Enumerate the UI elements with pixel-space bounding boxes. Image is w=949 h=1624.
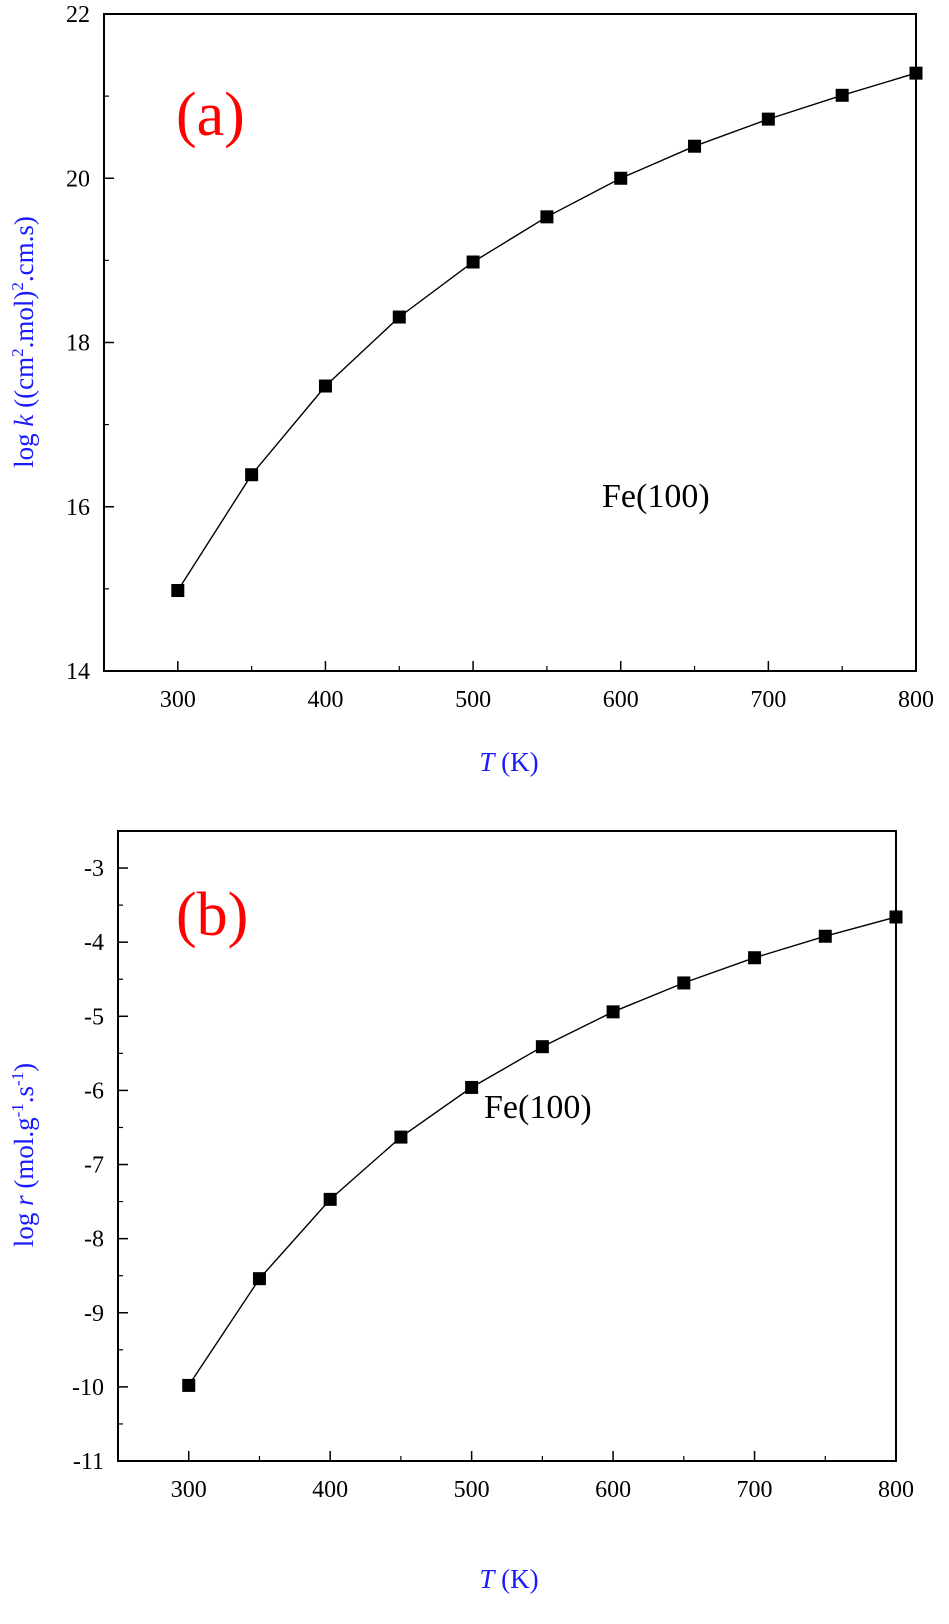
panel-b-y-tick-label: -9 <box>84 1301 104 1327</box>
panel-a-x-unit: (K) <box>494 747 538 777</box>
panel-a-data-point <box>392 310 406 324</box>
panel-a-markers <box>171 66 923 598</box>
panel-b-annotation: Fe(100) <box>484 1089 592 1126</box>
panel-b-tag: (b) <box>176 881 248 949</box>
panel-b-x-tick-label: 700 <box>737 1477 773 1503</box>
panel-a-annotation: Fe(100) <box>602 478 710 515</box>
panel-a-y-tick-label: 22 <box>66 2 90 28</box>
panel-a-x-symbol: T <box>479 747 496 777</box>
panel-b-y-mid: .s <box>9 1086 39 1103</box>
panel-b-x-unit: (K) <box>494 1564 538 1594</box>
panel-b-chart: 300 400 500 600 700 800 -11 -10 -9 -8 -7 -6 -5 -4 -3 (… <box>8 830 914 1594</box>
panel-b-y-symbol: r <box>9 1195 39 1206</box>
panel-b-y-tick-label: -5 <box>84 1004 104 1030</box>
panel-b-x-tick-label: 300 <box>171 1477 207 1503</box>
panel-b-y-unit: (mol.g <box>9 1117 39 1195</box>
panel-a-data-point <box>761 112 775 126</box>
panel-b-data-point <box>394 1130 408 1144</box>
panel-b-y-tick-label: -6 <box>84 1078 104 1104</box>
panel-a-data-point <box>835 88 849 102</box>
panel-a-y-sup1: 2 <box>8 348 27 357</box>
panel-b-x-tick-label: 400 <box>312 1477 348 1503</box>
panel-b-y-tick-label: -7 <box>84 1153 104 1179</box>
panel-b-data-point <box>182 1378 196 1392</box>
panel-b-x-tick-label: 600 <box>595 1477 631 1503</box>
panel-a-y-sup2: 2 <box>8 282 27 291</box>
panel-b-data-point <box>535 1040 549 1054</box>
panel-b-x-axis-label: T (K) <box>479 1564 538 1594</box>
panel-a-data-point <box>540 210 554 224</box>
panel-a-y-tick-label: 16 <box>66 495 90 521</box>
panel-a-x-tick-label: 500 <box>455 687 491 713</box>
panel-b-x-symbol: T <box>479 1564 496 1594</box>
panel-b-data-point <box>748 951 762 965</box>
panel-a-data-point <box>171 584 185 598</box>
panel-a-data-point <box>614 171 628 185</box>
panel-b-y-sup2: -1 <box>8 1072 27 1086</box>
panel-a-x-tick-label: 800 <box>898 687 934 713</box>
panel-b-y-end: ) <box>9 1063 39 1072</box>
panel-a-y-prefix: log <box>9 427 39 468</box>
panel-a-plot-frame <box>103 13 917 672</box>
panel-b-y-prefix: log <box>9 1206 39 1247</box>
panel-b-y-tick-label: -11 <box>73 1449 104 1475</box>
panel-a-x-tick-label: 700 <box>750 687 786 713</box>
panel-a-y-end: .cm.s) <box>9 216 39 282</box>
panel-a-data-point <box>466 255 480 269</box>
panel-a-data-point <box>688 139 702 153</box>
panel-b-y-tick-label: -4 <box>84 930 104 956</box>
panel-a-tick-labels: 300 400 500 600 700 800 14 16 18 20 22 <box>66 2 934 713</box>
panel-a-x-tick-label: 300 <box>160 687 196 713</box>
panel-a-data-point <box>245 468 259 482</box>
panel-b-data-point <box>606 1005 620 1019</box>
panel-b-tick-labels: 300 400 500 600 700 800 -11 -10 -9 -8 -7 -6 -5 -4 -3 <box>72 856 914 1503</box>
panel-a-tag: (a) <box>176 81 245 149</box>
panel-a-y-mid: .mol) <box>9 291 39 349</box>
panel-b-plot-frame <box>117 830 897 1462</box>
panel-a-y-tick-label: 14 <box>66 659 90 685</box>
panel-b-y-sup1: -1 <box>8 1103 27 1117</box>
panel-a-y-tick-label: 20 <box>66 166 90 192</box>
panel-a-y-symbol: k <box>9 414 39 427</box>
panel-a-data-point <box>318 379 332 393</box>
panel-b-data-point <box>465 1080 479 1094</box>
panel-b-markers <box>182 910 903 1392</box>
panel-b-series-line <box>188 916 897 1386</box>
panel-b-data-point <box>677 976 691 990</box>
panel-a-x-tick-label: 400 <box>307 687 343 713</box>
panel-a-series-line <box>177 72 917 591</box>
panel-a-y-unit: ((cm <box>9 357 39 415</box>
panel-b-data-point <box>818 929 832 943</box>
panel-b-y-axis-label: log r (mol.g-1.s-1) <box>8 1063 39 1247</box>
panel-b-x-tick-label: 800 <box>878 1477 914 1503</box>
panel-a-y-axis-label: log k ((cm2.mol)2.cm.s) <box>8 216 39 468</box>
panel-b-data-point <box>323 1192 337 1206</box>
panel-b-y-tick-label: -10 <box>72 1375 104 1401</box>
panel-a-x-axis-label: T (K) <box>479 747 538 777</box>
panel-b-data-point <box>252 1272 266 1286</box>
panel-b-y-tick-label: -8 <box>84 1227 104 1253</box>
panel-b-y-tick-label: -3 <box>84 856 104 882</box>
panel-b-x-tick-label: 500 <box>454 1477 490 1503</box>
panel-a-x-tick-label: 600 <box>603 687 639 713</box>
panel-a-y-tick-label: 18 <box>66 331 90 357</box>
